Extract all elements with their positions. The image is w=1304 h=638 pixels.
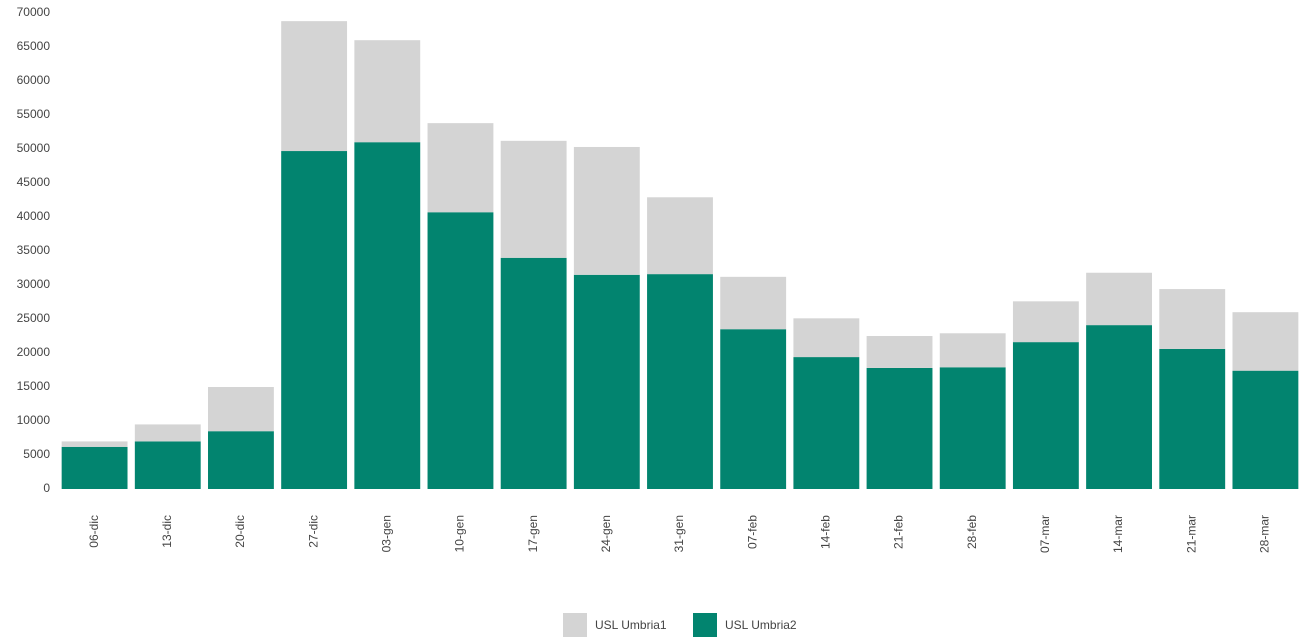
legend-label: USL Umbria1 xyxy=(595,618,667,632)
bar-segment xyxy=(1012,342,1079,489)
x-tick-label: 28-feb xyxy=(965,515,979,549)
bar-segment xyxy=(939,367,1006,489)
x-tick-label: 31-gen xyxy=(672,515,686,552)
y-tick-label: 35000 xyxy=(17,243,51,257)
x-tick-label: 24-gen xyxy=(599,515,613,552)
x-tick-label: 17-gen xyxy=(526,515,540,552)
y-tick-label: 65000 xyxy=(17,39,51,53)
x-tick-label: 06-dic xyxy=(87,515,101,548)
bar-segment xyxy=(1086,272,1152,326)
bar-segment xyxy=(1232,312,1299,371)
legend-label: USL Umbria2 xyxy=(725,618,797,632)
bar-segment xyxy=(866,336,933,368)
bar-segment xyxy=(1086,325,1152,489)
bar-segment xyxy=(500,140,567,258)
bar-segment xyxy=(573,274,640,489)
bar-segment xyxy=(647,197,713,275)
bar-segment xyxy=(354,40,421,143)
x-tick-label: 14-feb xyxy=(819,515,833,549)
bar-segment xyxy=(61,441,128,447)
x-tick-label: 10-gen xyxy=(453,515,467,552)
x-tick-label: 07-feb xyxy=(745,515,759,549)
legend-swatch xyxy=(693,613,717,637)
bar-segment xyxy=(281,151,348,490)
bar-segment xyxy=(1232,370,1299,489)
bar-segment xyxy=(208,431,274,489)
y-tick-label: 50000 xyxy=(17,141,51,155)
y-tick-label: 45000 xyxy=(17,175,51,189)
x-tick-label: 21-feb xyxy=(892,515,906,549)
y-tick-label: 70000 xyxy=(17,5,51,19)
x-tick-label: 27-dic xyxy=(306,515,320,548)
y-tick-label: 30000 xyxy=(17,277,51,291)
bar-segment xyxy=(939,333,1006,368)
x-tick-label: 28-mar xyxy=(1258,515,1272,553)
y-tick-label: 10000 xyxy=(17,413,51,427)
y-tick-label: 60000 xyxy=(17,73,51,87)
bar-segment xyxy=(1159,289,1226,349)
x-tick-label: 14-mar xyxy=(1111,515,1125,553)
bar-segment xyxy=(573,146,640,275)
y-tick-label: 40000 xyxy=(17,209,51,223)
bar-segment xyxy=(354,142,421,489)
bar-segment xyxy=(208,387,274,432)
y-tick-label: 55000 xyxy=(17,107,51,121)
x-tick-label: 13-dic xyxy=(160,515,174,548)
bar-segment xyxy=(281,21,348,152)
y-tick-label: 20000 xyxy=(17,345,51,359)
bar-segment xyxy=(720,329,787,489)
x-tick-label: 07-mar xyxy=(1038,515,1052,553)
bar-segment xyxy=(61,446,128,489)
bar-segment xyxy=(500,257,567,489)
legend-swatch xyxy=(563,613,587,637)
bar-segment xyxy=(134,424,201,442)
bar-segment xyxy=(427,123,494,213)
bar-segment xyxy=(720,276,787,330)
y-tick-label: 5000 xyxy=(23,447,50,461)
bar-segment xyxy=(427,212,494,490)
bar-segment xyxy=(647,274,713,489)
bar-segment xyxy=(1159,348,1226,489)
y-tick-label: 25000 xyxy=(17,311,51,325)
y-tick-label: 0 xyxy=(43,481,50,495)
bar-segment xyxy=(793,357,860,489)
x-tick-label: 03-gen xyxy=(379,515,393,552)
bar-segment xyxy=(134,441,201,489)
x-tick-label: 21-mar xyxy=(1184,515,1198,553)
bar-segment xyxy=(793,318,860,358)
x-tick-label: 20-dic xyxy=(233,515,247,548)
bar-segment xyxy=(1012,301,1079,343)
y-tick-label: 15000 xyxy=(17,379,51,393)
bar-segment xyxy=(866,367,933,489)
